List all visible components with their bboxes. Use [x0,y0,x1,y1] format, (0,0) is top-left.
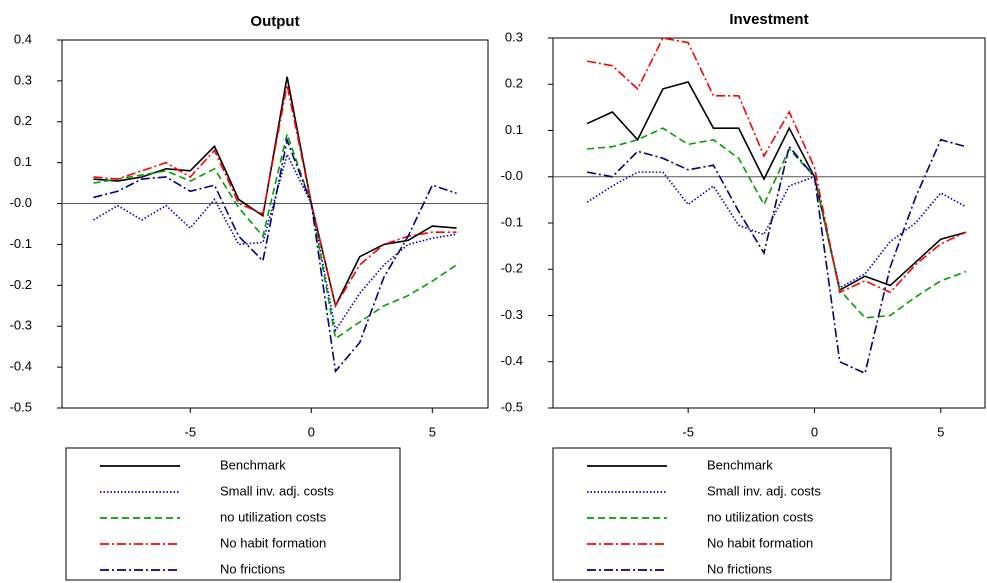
y-tick-label: 0.1 [505,122,523,137]
y-tick-label: -0.2 [501,261,523,276]
y-tick-label: 0.2 [14,113,32,128]
legend-box [552,447,892,581]
legend-label: no utilization costs [707,509,814,524]
series-line [93,84,457,308]
x-tick-label: -5 [185,424,197,439]
legend-label: Benchmark [220,457,286,472]
series-line [586,138,967,375]
y-tick-label: 0.4 [14,31,32,46]
plot-frame [61,39,489,409]
series-line [587,127,967,319]
legend-label: Benchmark [707,457,773,472]
y-tick-label: -0.5 [10,399,32,414]
series-line [93,152,457,333]
x-tick-label: 0 [308,424,315,439]
x-tick-label: 0 [811,424,818,439]
legend-box [65,447,401,581]
y-tick-label: -0.4 [10,359,32,374]
series-line [93,137,457,374]
y-tick-label: 0.2 [505,76,523,91]
y-tick-label: -0.3 [10,318,32,333]
legend-label: No habit formation [220,535,326,550]
x-tick-label: 5 [429,424,436,439]
y-tick-label: 0.3 [14,72,32,87]
legend-label: Small inv. adj. costs [220,483,334,498]
y-tick-label: 0.1 [14,154,32,169]
series-line [93,76,457,309]
chart-title: Output [250,13,299,30]
y-tick-label: -0.1 [501,214,523,229]
y-tick-label: -0.0 [10,195,32,210]
legend-label: No frictions [220,561,286,576]
series-line [586,81,967,292]
y-tick-label: -0.1 [10,236,32,251]
y-tick-label: -0.2 [10,277,32,292]
y-tick-label: -0.4 [501,353,523,368]
legend-label: No frictions [707,561,773,576]
y-tick-label: -0.3 [501,307,523,322]
legend-label: no utilization costs [220,509,327,524]
plot-frame [552,37,986,409]
y-tick-label: -0.0 [501,168,523,183]
x-tick-label: -5 [682,424,694,439]
legend-label: No habit formation [707,535,813,550]
legend-label: Small inv. adj. costs [707,483,821,498]
series-line [93,131,457,340]
chart-title: Investment [729,11,808,28]
y-tick-label: 0.3 [505,29,523,44]
series-line [586,37,967,294]
x-tick-label: 5 [937,424,944,439]
y-tick-label: -0.5 [501,399,523,414]
